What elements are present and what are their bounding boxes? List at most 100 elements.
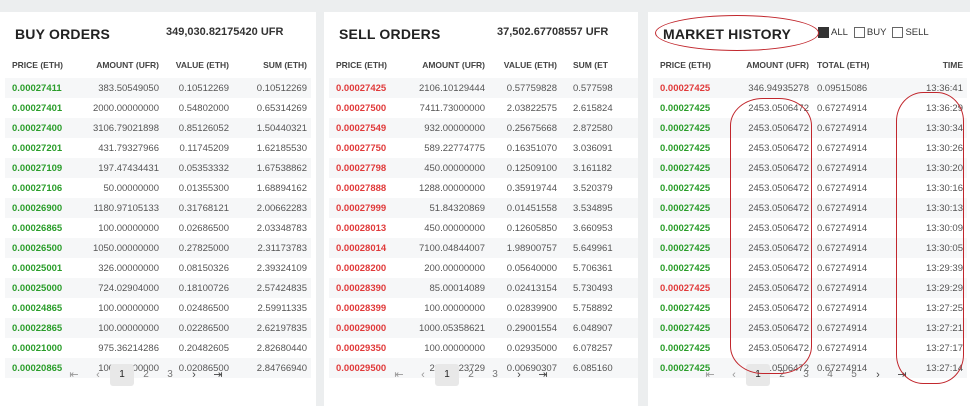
value-column-header[interactable]: VALUE (ETH)	[175, 60, 229, 70]
trade-row[interactable]: 0.00027425 2453.0506472 0.67274914 13:30:09	[653, 218, 967, 238]
total-cell: 0.67274914	[817, 342, 868, 354]
next-page-icon[interactable]: ›	[517, 369, 521, 381]
amount-cell: 450.00000000	[424, 222, 485, 234]
page-button[interactable]: 2	[143, 369, 149, 380]
order-row[interactable]: 0.00028200 200.00000000 0.05640000 5.706361	[329, 258, 638, 278]
order-row[interactable]: 0.00028390 85.00014089 0.02413154 5.730493	[329, 278, 638, 298]
order-row[interactable]: 0.00027549 932.00000000 0.25675668 2.872580	[329, 118, 638, 138]
trade-row[interactable]: 0.00027425 2453.0506472 0.67274914 13:27:21	[653, 318, 967, 338]
order-row[interactable]: 0.00027999 51.84320869 0.01451558 3.534895	[329, 198, 638, 218]
trade-row[interactable]: 0.00027425 2453.0506472 0.67274914 13:29:39	[653, 258, 967, 278]
page-button[interactable]: 5	[851, 369, 857, 380]
price-column-header[interactable]: PRICE (ETH)	[336, 60, 387, 70]
trade-row[interactable]: 0.00027425 2453.0506472 0.67274914 13:30:34	[653, 118, 967, 138]
order-row[interactable]: 0.00022865 100.00000000 0.02286500 2.621978…	[5, 318, 311, 338]
trade-row[interactable]: 0.00027425 2453.0506472 0.67274914 13:30:05	[653, 238, 967, 258]
filter-all[interactable]: ALL	[818, 27, 848, 38]
checkbox-icon[interactable]	[892, 27, 904, 38]
checkbox-icon[interactable]	[853, 27, 865, 38]
order-row[interactable]: 0.00021000 975.36214286 0.20482605 2.826804…	[5, 338, 311, 358]
order-row[interactable]: 0.00027411 383.50549050 0.10512269 0.105122…	[5, 78, 311, 98]
filter-buy[interactable]: BUY	[853, 27, 886, 38]
order-row[interactable]: 0.00028013 450.00000000 0.12605850 3.660953	[329, 218, 638, 238]
page-button[interactable]: 3	[803, 369, 809, 380]
order-row[interactable]: 0.00027106 50.00000000 0.01355300 1.6889416…	[5, 178, 311, 198]
sum-cell: 2.872580	[561, 118, 638, 138]
page-button[interactable]: 1	[110, 364, 134, 386]
page-button[interactable]: 1	[746, 364, 770, 386]
order-row[interactable]: 0.00027201 431.79327966 0.11745209 1.621855…	[5, 138, 311, 158]
trade-row[interactable]: 0.00027425 2453.0506472 0.67274914 13:27:14	[653, 358, 967, 378]
order-row[interactable]: 0.00025001 326.00000000 0.08150326 2.393241…	[5, 258, 311, 278]
prev-page-icon[interactable]: ‹	[732, 369, 736, 381]
trade-row[interactable]: 0.00027425 2453.0506472 0.67274914 13:36:29	[653, 98, 967, 118]
next-page-icon[interactable]: ›	[876, 369, 880, 381]
price-cell: 0.00027425	[653, 198, 729, 218]
prev-page-icon[interactable]: ‹	[421, 369, 425, 381]
last-page-icon[interactable]: ⇥	[538, 369, 548, 381]
page-button[interactable]: 2	[468, 369, 474, 380]
value-cell: 0.16351070	[506, 142, 557, 154]
page-button[interactable]: 2	[779, 369, 785, 380]
order-row[interactable]: 0.00027109 197.47434431 0.05353332 1.675388…	[5, 158, 311, 178]
trade-row[interactable]: 0.00027425 2453.0506472 0.67274914 13:30:26	[653, 138, 967, 158]
page-button[interactable]: 3	[167, 369, 173, 380]
total-cell: 0.67274914	[813, 118, 889, 138]
market-history-panel: MARKET HISTORY ALL BUY SELL PRICE (ETH) …	[648, 12, 970, 406]
first-page-icon[interactable]: ⇤	[69, 369, 79, 381]
trade-row[interactable]: 0.00027425 2453.0506472 0.67274914 13:29:29	[653, 278, 967, 298]
first-page-icon[interactable]: ⇤	[394, 369, 404, 381]
time-cell: 13:29:39	[926, 262, 963, 274]
time-column-header[interactable]: TIME	[942, 60, 963, 70]
sum-cell: 3.534895	[561, 198, 638, 218]
order-row[interactable]: 0.00027425 2106.10129444 0.57759828 0.57759…	[329, 78, 638, 98]
order-row[interactable]: 0.00026900 1180.97105133 0.31768121 2.00662…	[5, 198, 311, 218]
sell-orders-pager: ⇤ ‹ 1 2 3 › ⇥	[387, 364, 555, 386]
amount-cell: 197.47434431	[81, 158, 163, 178]
trade-row[interactable]: 0.00027425 2453.0506472 0.67274914 13:27:25	[653, 298, 967, 318]
page-button[interactable]: 3	[492, 369, 498, 380]
trade-row[interactable]: 0.00027425 2453.0506472 0.67274914 13:30:16	[653, 178, 967, 198]
order-row[interactable]: 0.00028014 7100.04844007 1.98900757 5.64996…	[329, 238, 638, 258]
market-history-table: PRICE (ETH) AMOUNT (UFR) TOTAL (ETH) TIM…	[653, 52, 967, 378]
last-page-icon[interactable]: ⇥	[213, 369, 223, 381]
order-row[interactable]: 0.00026865 100.00000000 0.02686500 2.033487…	[5, 218, 311, 238]
order-row[interactable]: 0.00029000 1000.05358621 0.29001554 6.04890…	[329, 318, 638, 338]
prev-page-icon[interactable]: ‹	[96, 369, 100, 381]
market-history-rows: 0.00027425 346.94935278 0.09515086 13:36:41…	[653, 78, 967, 378]
checkbox-checked-icon[interactable]	[818, 27, 829, 38]
order-row[interactable]: 0.00027401 2000.00000000 0.54802000 0.65314…	[5, 98, 311, 118]
price-column-header[interactable]: PRICE (ETH)	[660, 60, 711, 70]
sum-column-header[interactable]: SUM (ETH)	[263, 60, 307, 70]
order-row[interactable]: 0.00024865 100.00000000 0.02486500 2.599113…	[5, 298, 311, 318]
order-row[interactable]: 0.00027888 1288.00000000 0.35919744 3.52037…	[329, 178, 638, 198]
trade-row[interactable]: 0.00027425 2453.0506472 0.67274914 13:30:13	[653, 198, 967, 218]
total-column-header[interactable]: TOTAL (ETH)	[817, 60, 870, 70]
next-page-icon[interactable]: ›	[192, 369, 196, 381]
last-page-icon[interactable]: ⇥	[897, 369, 907, 381]
first-page-icon[interactable]: ⇤	[705, 369, 715, 381]
filter-sell[interactable]: SELL	[892, 27, 929, 38]
trade-row[interactable]: 0.00027425 2453.0506472 0.67274914 13:30:20	[653, 158, 967, 178]
value-cell: 2.03822575	[506, 102, 557, 114]
price-column-header[interactable]: PRICE (ETH)	[12, 60, 63, 70]
trade-row[interactable]: 0.00027425 2453.0506472 0.67274914 13:27:17	[653, 338, 967, 358]
order-row[interactable]: 0.00027400 3106.79021898 0.85126052 1.50440…	[5, 118, 311, 138]
order-row[interactable]: 0.00027750 589.22774775 0.16351070 3.036091	[329, 138, 638, 158]
order-row[interactable]: 0.00027798 450.00000000 0.12509100 3.161182	[329, 158, 638, 178]
sum-cell: 5.730493	[561, 278, 638, 298]
sum-column-header[interactable]: SUM (ET	[573, 60, 608, 70]
time-cell: 13:36:29	[926, 102, 963, 114]
value-column-header[interactable]: VALUE (ETH)	[503, 60, 557, 70]
order-row[interactable]: 0.00025000 724.02904000 0.18100726 2.574248…	[5, 278, 311, 298]
order-row[interactable]: 0.00029350 100.00000000 0.02935000 6.078257	[329, 338, 638, 358]
page-button[interactable]: 4	[827, 369, 833, 380]
trade-row[interactable]: 0.00027425 346.94935278 0.09515086 13:36:41	[653, 78, 967, 98]
page-button[interactable]: 1	[435, 364, 459, 386]
order-row[interactable]: 0.00028399 100.00000000 0.02839900 5.758892	[329, 298, 638, 318]
amount-column-header[interactable]: AMOUNT (UFR)	[746, 60, 809, 70]
order-row[interactable]: 0.00026500 1050.00000000 0.27825000 2.31173…	[5, 238, 311, 258]
amount-column-header[interactable]: AMOUNT (UFR)	[422, 60, 485, 70]
amount-column-header[interactable]: AMOUNT (UFR)	[96, 60, 159, 70]
order-row[interactable]: 0.00027500 7411.73000000 2.03822575 2.61582…	[329, 98, 638, 118]
